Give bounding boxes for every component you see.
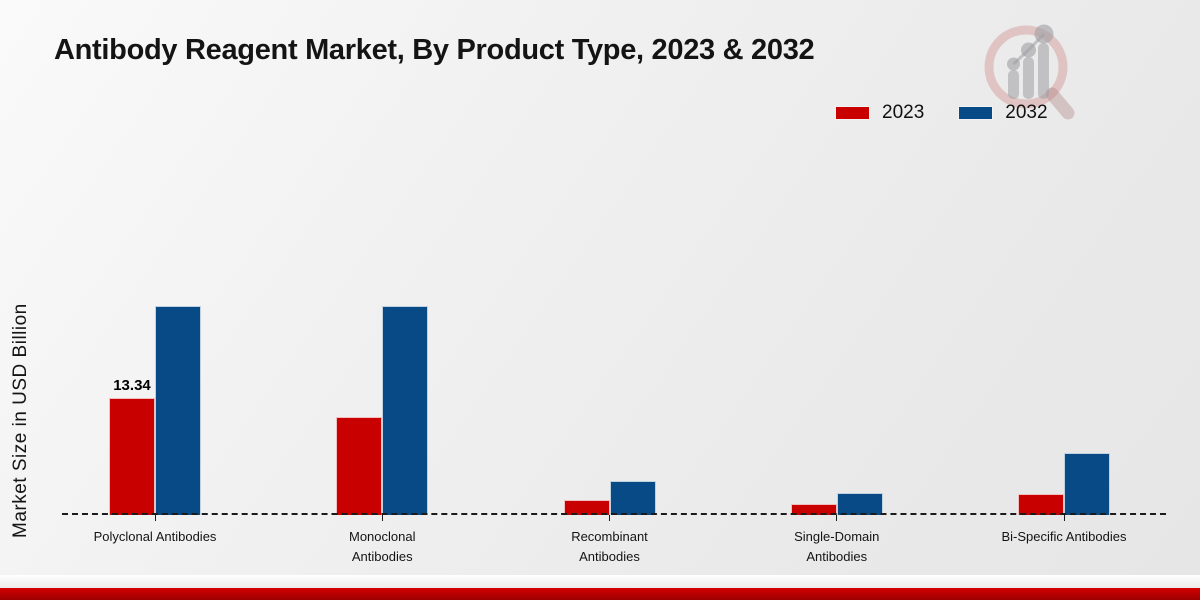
x-axis-tick (381, 515, 383, 521)
bar-2023-single-domain-antibodies (790, 504, 837, 515)
market-research-magnifier-logo (984, 24, 1075, 120)
legend-swatch-2032 (958, 106, 994, 120)
legend-item-2032: 2032 (958, 102, 1048, 124)
bar-2023-recombinant-antibodies (563, 500, 610, 515)
category-label: Monoclonal Antibodies (349, 529, 416, 564)
logo-trend-dots (1007, 24, 1054, 71)
bar-2023-monoclonal-antibodies (336, 417, 383, 515)
bar-2032-monoclonal-antibodies (382, 306, 429, 515)
x-axis-tick (1063, 515, 1065, 521)
legend-swatch-2023 (835, 106, 870, 120)
logo-ring (984, 25, 1068, 109)
bar-2023-bi-specific-antibodies (1018, 494, 1064, 515)
logo-handle (1045, 87, 1075, 120)
bar-2032-recombinant-antibodies (609, 481, 656, 515)
bar-2032-bi-specific-antibodies (1064, 453, 1110, 515)
bar-2032-polyclonal-antibodies (155, 306, 201, 515)
category-label: Single-Domain Antibodies (794, 529, 880, 564)
footer-accent-bar (0, 588, 1200, 600)
legend-label-2023: 2023 (882, 102, 925, 123)
x-axis-tick (154, 515, 156, 521)
bar-value-label: 13.34 (113, 377, 151, 394)
chart-title: Antibody Reagent Market, By Product Type… (54, 34, 815, 66)
legend-label-2032: 2032 (1005, 102, 1048, 123)
x-axis-tick (609, 515, 610, 521)
bar-2032-single-domain-antibodies (836, 493, 883, 515)
bar-2023-polyclonal-antibodies (109, 398, 155, 515)
category-label: Recombinant Antibodies (571, 529, 648, 564)
legend: 2023 2032 (835, 102, 1048, 124)
zero-baseline (62, 513, 1166, 515)
category-label: Polyclonal Antibodies (93, 529, 217, 544)
category-label: Bi-Specific Antibodies (1001, 529, 1127, 544)
x-axis-tick (836, 515, 838, 521)
footer-light-band (0, 575, 1200, 588)
legend-item-2023: 2023 (835, 102, 924, 124)
logo-bars (1008, 43, 1049, 99)
